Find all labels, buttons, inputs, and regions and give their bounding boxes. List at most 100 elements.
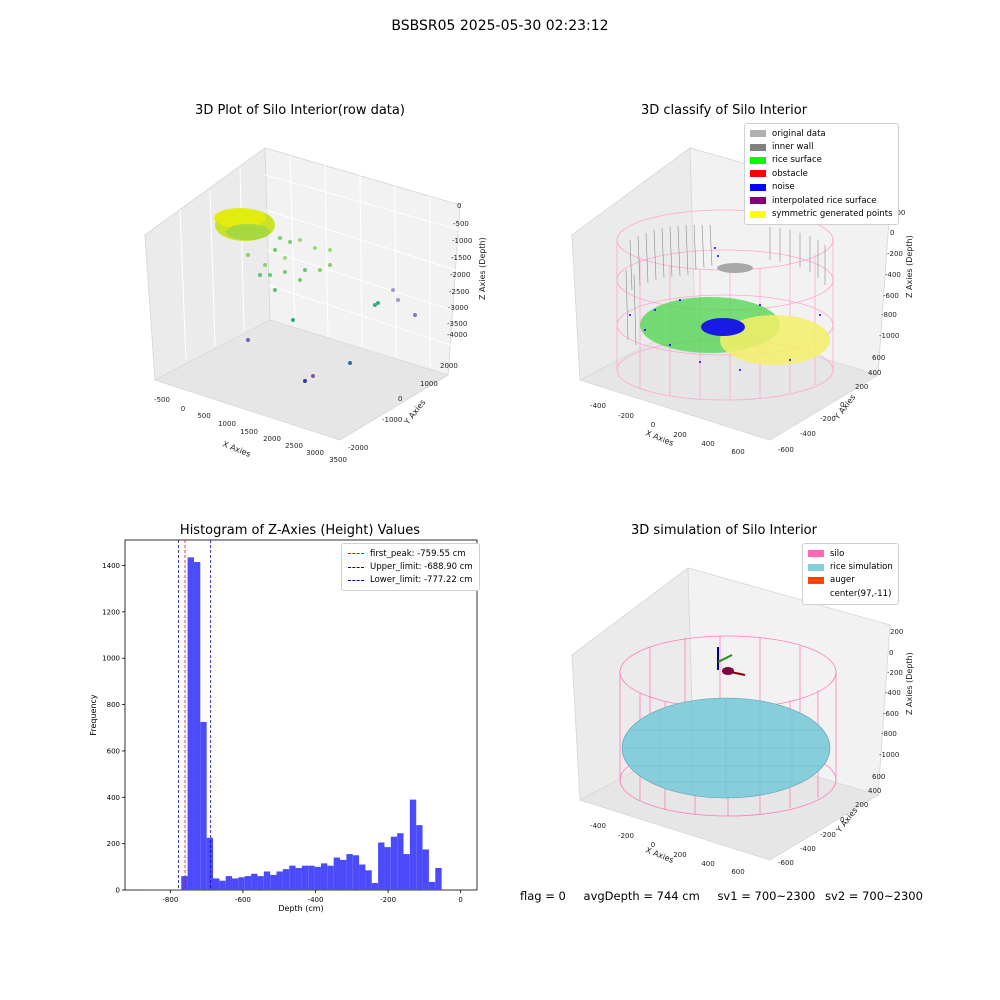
sim-y-tick: -600	[778, 859, 794, 867]
legend-line	[348, 553, 364, 555]
raw-z-tick: -2000	[450, 271, 470, 279]
sim-x-tick: 400	[701, 860, 714, 868]
classify-x-tick: 600	[731, 448, 744, 456]
classify-z-tick: -200	[887, 250, 903, 258]
legend-entry: interpolated rice surface	[750, 194, 893, 207]
raw-x-tick: 500	[197, 412, 210, 420]
sv2-text: sv2 = 700~2300	[825, 889, 923, 903]
classify-y-tick: 400	[868, 369, 881, 377]
legend-entry: center(97,-11)	[808, 587, 893, 600]
legend-entry: rice simulation	[808, 560, 893, 573]
sim-z-tick: -200	[887, 669, 903, 677]
classify-z-tick: 200	[892, 209, 905, 217]
sim-legend: silo rice simulation auger center(97,-11…	[802, 543, 899, 605]
legend-line	[348, 566, 364, 568]
raw-x-tick: -500	[154, 396, 170, 404]
hist-y-tick-label: 1400	[102, 562, 120, 570]
legend-label: first_peak: -759.55 cm	[370, 548, 466, 559]
raw-z-tick: 0	[457, 202, 461, 210]
hist-bar	[276, 871, 283, 890]
legend-swatch	[750, 183, 766, 191]
legend-entry: original data	[750, 127, 893, 140]
hist-y-tick-label: 1000	[102, 655, 120, 663]
legend-entry: noise	[750, 181, 893, 194]
sim-3d-plot: -400 -200 0 200 400 600 X Axies -600 -40…	[571, 567, 914, 876]
hist-bar	[181, 876, 188, 890]
hist-bar	[422, 849, 429, 890]
legend-label: noise	[772, 182, 795, 193]
classify-noise-points	[629, 247, 821, 371]
sim-y-tick: -400	[800, 845, 816, 853]
legend-label: interpolated rice surface	[772, 195, 877, 206]
hist-bar	[428, 881, 436, 890]
raw-z-tick: -3000	[448, 304, 468, 312]
legend-swatch	[808, 563, 824, 571]
avg-depth-text: avgDepth = 744 cm	[583, 889, 700, 903]
classify-z-tick: -400	[885, 271, 901, 279]
hist-bar	[320, 863, 328, 890]
classify-x-ticks: -400 -200 0 200 400 600	[590, 402, 745, 456]
hist-bar	[187, 557, 194, 890]
raw-z-tick: -2500	[449, 288, 469, 296]
classify-y-tick: 0	[840, 401, 844, 409]
sim-x-tick: 600	[731, 868, 744, 876]
sv1-text: sv1 = 700~2300	[717, 889, 816, 903]
legend-label: Upper_limit: -688.90 cm	[370, 562, 473, 573]
legend-entry: symmetric generated points	[750, 207, 893, 220]
hist-bar	[244, 876, 252, 890]
raw-z-tick: -3500	[447, 320, 467, 328]
sim-x-label: X Axies	[644, 846, 675, 865]
classify-x-tick: 400	[701, 440, 714, 448]
raw-3d-plot: -500 0 500 1000 1500 2000 2500 3000 3500…	[144, 147, 487, 464]
classify-symmetric-points	[720, 315, 830, 365]
hist-bar	[251, 873, 258, 890]
hist-y-tick-label: 400	[107, 794, 120, 802]
hist-bar	[340, 859, 347, 890]
legend-label: symmetric generated points	[772, 209, 893, 220]
classify-inner-wall	[625, 224, 826, 346]
hist-bar	[327, 865, 334, 890]
raw-y-tick: 2000	[440, 362, 458, 370]
legend-swatch	[808, 550, 824, 558]
hist-y-tick-label: 600	[107, 747, 120, 755]
legend-label: rice surface	[772, 155, 822, 166]
hist-y-label: Frequency	[89, 694, 98, 736]
sim-x-tick: 0	[651, 841, 655, 849]
sim-x-tick: -400	[590, 822, 606, 830]
hist-y-tick-label: 200	[107, 840, 120, 848]
legend-swatch	[750, 197, 766, 205]
figure-title: BSBSR05 2025-05-30 02:23:12	[391, 18, 609, 34]
sim-y-tick: 0	[840, 816, 844, 824]
hist-bar	[263, 871, 271, 890]
classify-z-ticks: 200 0 -200 -400 -600 -800 -1000	[879, 209, 905, 340]
hist-bar	[193, 562, 201, 890]
classify-panel-title: 3D classify of Silo Interior	[640, 103, 808, 118]
sim-z-tick: 200	[890, 628, 903, 636]
raw-x-tick: 1000	[218, 420, 236, 428]
raw-gridlines	[179, 154, 461, 367]
raw-x-tick: 1500	[240, 428, 258, 436]
hist-bar	[409, 799, 417, 890]
raw-z-tick: -4000	[447, 331, 467, 339]
sim-z-label: Z Axies (Depth)	[905, 652, 914, 715]
raw-z-tick: -1000	[452, 237, 472, 245]
hist-x-label: Depth (cm)	[278, 904, 323, 913]
classify-y-tick: 600	[872, 354, 885, 362]
sim-y-tick: -200	[820, 831, 836, 839]
legend-label: silo	[830, 548, 845, 559]
classify-z-tick: -600	[883, 292, 899, 300]
classify-x-tick: 0	[651, 421, 655, 429]
legend-swatch	[750, 170, 766, 178]
hist-x-tick-label: -600	[235, 896, 251, 904]
sim-z-tick: -1000	[879, 751, 899, 759]
legend-label: Lower_limit: -777.22 cm	[370, 575, 473, 586]
sim-y-tick: 200	[855, 801, 868, 809]
hist-legend: first_peak: -759.55 cm Upper_limit: -688…	[341, 543, 480, 592]
sim-panel-title: 3D simulation of Silo Interior	[631, 523, 817, 538]
classify-z-tick: -1000	[879, 332, 899, 340]
hist-bar	[333, 857, 341, 890]
hist-bar	[270, 874, 277, 890]
hist-x-tick-label: -800	[162, 896, 178, 904]
raw-z-label: Z Axies (Depth)	[478, 237, 487, 300]
legend-label: center(97,-11)	[830, 588, 892, 599]
